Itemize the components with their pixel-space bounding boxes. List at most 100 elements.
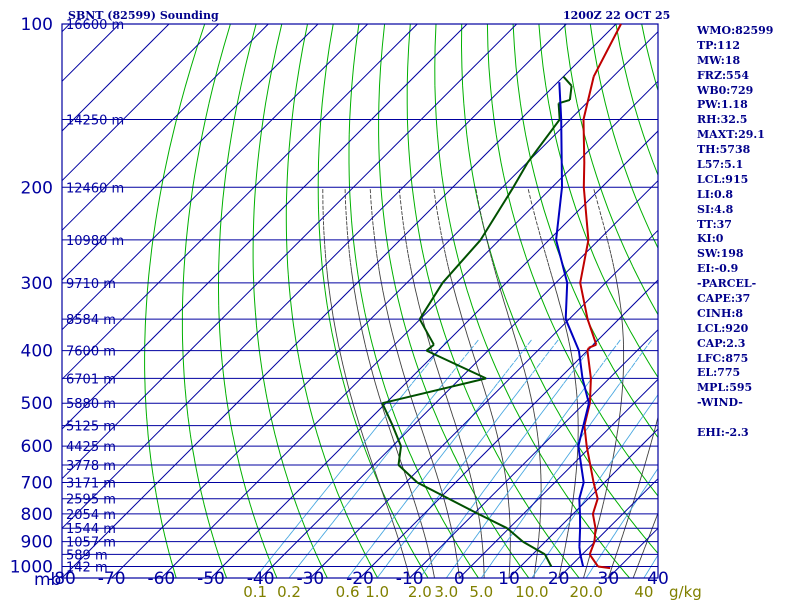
chart-datetime: 1200Z 22 OCT 25 bbox=[563, 9, 671, 22]
plot-frame bbox=[61, 23, 659, 579]
dry-adiabat bbox=[317, 23, 429, 579]
mixing-ratio-line bbox=[585, 468, 659, 579]
isotherm bbox=[409, 329, 659, 579]
mixing-ratio-tick-label: 3.0 bbox=[434, 583, 458, 600]
index-item: EI:-0.9 bbox=[697, 262, 739, 276]
index-item: -PARCEL- bbox=[697, 277, 757, 291]
isotherm bbox=[61, 23, 617, 579]
index-item: EL:775 bbox=[697, 366, 741, 380]
mixing-ratio-tick-label: 5.0 bbox=[469, 583, 493, 600]
index-item: CAP:2.3 bbox=[697, 336, 746, 350]
index-item: RH:32.5 bbox=[697, 113, 748, 127]
index-item: -WIND- bbox=[697, 396, 743, 410]
mixing-ratio-line bbox=[376, 338, 560, 579]
index-item: CINH:8 bbox=[697, 306, 744, 320]
temperature-tick-label: 40 bbox=[647, 569, 669, 589]
dry-adiabat bbox=[564, 23, 659, 315]
dry-adiabat bbox=[538, 23, 659, 378]
chart-title: SBNT (82599) Sounding bbox=[68, 9, 219, 22]
isotherm bbox=[61, 23, 71, 33]
index-item: LI:0.8 bbox=[697, 187, 734, 201]
isotherm bbox=[61, 23, 369, 331]
height-label: 5125 m bbox=[66, 420, 116, 435]
height-label: 3171 m bbox=[66, 476, 116, 491]
temperature-tick-label: -50 bbox=[197, 569, 225, 589]
moist-adiabat bbox=[322, 187, 411, 579]
dry-adiabat bbox=[144, 23, 206, 579]
isotherm bbox=[61, 23, 269, 231]
isotherm bbox=[508, 428, 659, 579]
isotherm bbox=[111, 31, 659, 579]
dewpoint-profile bbox=[381, 75, 573, 567]
pressure-tick-label: 200 bbox=[21, 178, 53, 198]
index-item: CAPE:37 bbox=[697, 292, 751, 306]
grid bbox=[61, 23, 659, 579]
mixing-ratio-tick-label: 0.2 bbox=[277, 583, 301, 600]
index-item: KI:0 bbox=[697, 232, 724, 246]
height-label: 3778 m bbox=[66, 459, 116, 474]
pressure-tick-label: 700 bbox=[21, 473, 53, 493]
index-item: FRZ:554 bbox=[697, 68, 750, 82]
pressure-tick-label: 1000 bbox=[10, 558, 53, 578]
height-label: 5880 m bbox=[66, 397, 116, 412]
profiles bbox=[381, 23, 622, 570]
isotherm bbox=[309, 229, 659, 579]
temperature-tick-label: -20 bbox=[346, 569, 374, 589]
mixing-ratio-line bbox=[531, 394, 659, 579]
stability-indices-panel: WMO:82599 TP:112 MW:18 FRZ:554 WB0:729 PW:1.1… bbox=[697, 24, 773, 441]
mixing-ratio-lines bbox=[254, 338, 659, 579]
index-item: SI:4.8 bbox=[697, 202, 734, 216]
mixing-ratio-tick-label: 0.6 bbox=[336, 583, 360, 600]
temperature-tick-label: 30 bbox=[598, 569, 620, 589]
temperature-tick-label: 0 bbox=[454, 569, 465, 589]
pressure-tick-label: 300 bbox=[21, 274, 53, 294]
index-item: MAXT:29.1 bbox=[697, 128, 765, 142]
temperature-tick-label: -60 bbox=[147, 569, 175, 589]
isotherm bbox=[61, 23, 220, 182]
index-item: EHI:-2.3 bbox=[697, 426, 749, 440]
index-item bbox=[697, 411, 773, 426]
mixing-ratio-tick-label: 2.0 bbox=[408, 583, 432, 600]
pressure-tick-label: 500 bbox=[21, 394, 53, 414]
isotherm bbox=[458, 378, 659, 579]
mixing-ratio-tick-label: 20.0 bbox=[569, 583, 602, 600]
mixing-ratio-tick-label: 1.0 bbox=[365, 583, 389, 600]
dry-adiabat bbox=[615, 23, 659, 176]
temperature-tick-label: -80 bbox=[48, 569, 76, 589]
temperature-tick-label: -70 bbox=[98, 569, 126, 589]
isotherm bbox=[61, 23, 468, 430]
moist-adiabat bbox=[527, 187, 579, 579]
height-label: 2595 m bbox=[66, 493, 116, 508]
dry-adiabat bbox=[641, 23, 659, 91]
height-label: 6701 m bbox=[66, 372, 116, 387]
height-label: 8584 m bbox=[66, 313, 116, 328]
pressure-tick-label: 400 bbox=[21, 342, 53, 362]
height-label: 589 m bbox=[66, 548, 108, 563]
height-label: 2054 m bbox=[66, 508, 116, 523]
mixing-ratio-unit: g/kg bbox=[669, 583, 702, 600]
height-label: 7600 m bbox=[66, 345, 116, 360]
mixing-ratio-line bbox=[643, 554, 659, 579]
parcel-profile bbox=[555, 82, 590, 567]
index-item: TH:5738 bbox=[697, 143, 751, 157]
isotherm bbox=[61, 23, 170, 132]
dry-adiabat bbox=[348, 23, 479, 579]
dry-adiabat bbox=[218, 23, 278, 579]
temperature-tick-label: -10 bbox=[396, 569, 424, 589]
height-label: 142 m bbox=[66, 561, 108, 576]
dry-adiabat bbox=[434, 23, 630, 579]
height-label: 14250 m bbox=[66, 114, 124, 129]
index-item: TT:37 bbox=[697, 217, 732, 231]
index-item: TP:112 bbox=[697, 38, 741, 52]
height-label: 1544 m bbox=[66, 522, 116, 537]
height-label: 16600 m bbox=[66, 18, 124, 33]
index-item: WMO:82599 bbox=[697, 24, 774, 37]
index-item: MW:18 bbox=[697, 53, 741, 67]
height-labels: 16600 m 14250 m 12460 m 10980 m 9710 m 8584 m… bbox=[66, 18, 124, 576]
mixing-ratio-line bbox=[480, 338, 653, 579]
pressure-tick-label: 800 bbox=[21, 505, 53, 525]
isotherm bbox=[61, 23, 518, 480]
temperature-tick-label: 20 bbox=[548, 569, 570, 589]
